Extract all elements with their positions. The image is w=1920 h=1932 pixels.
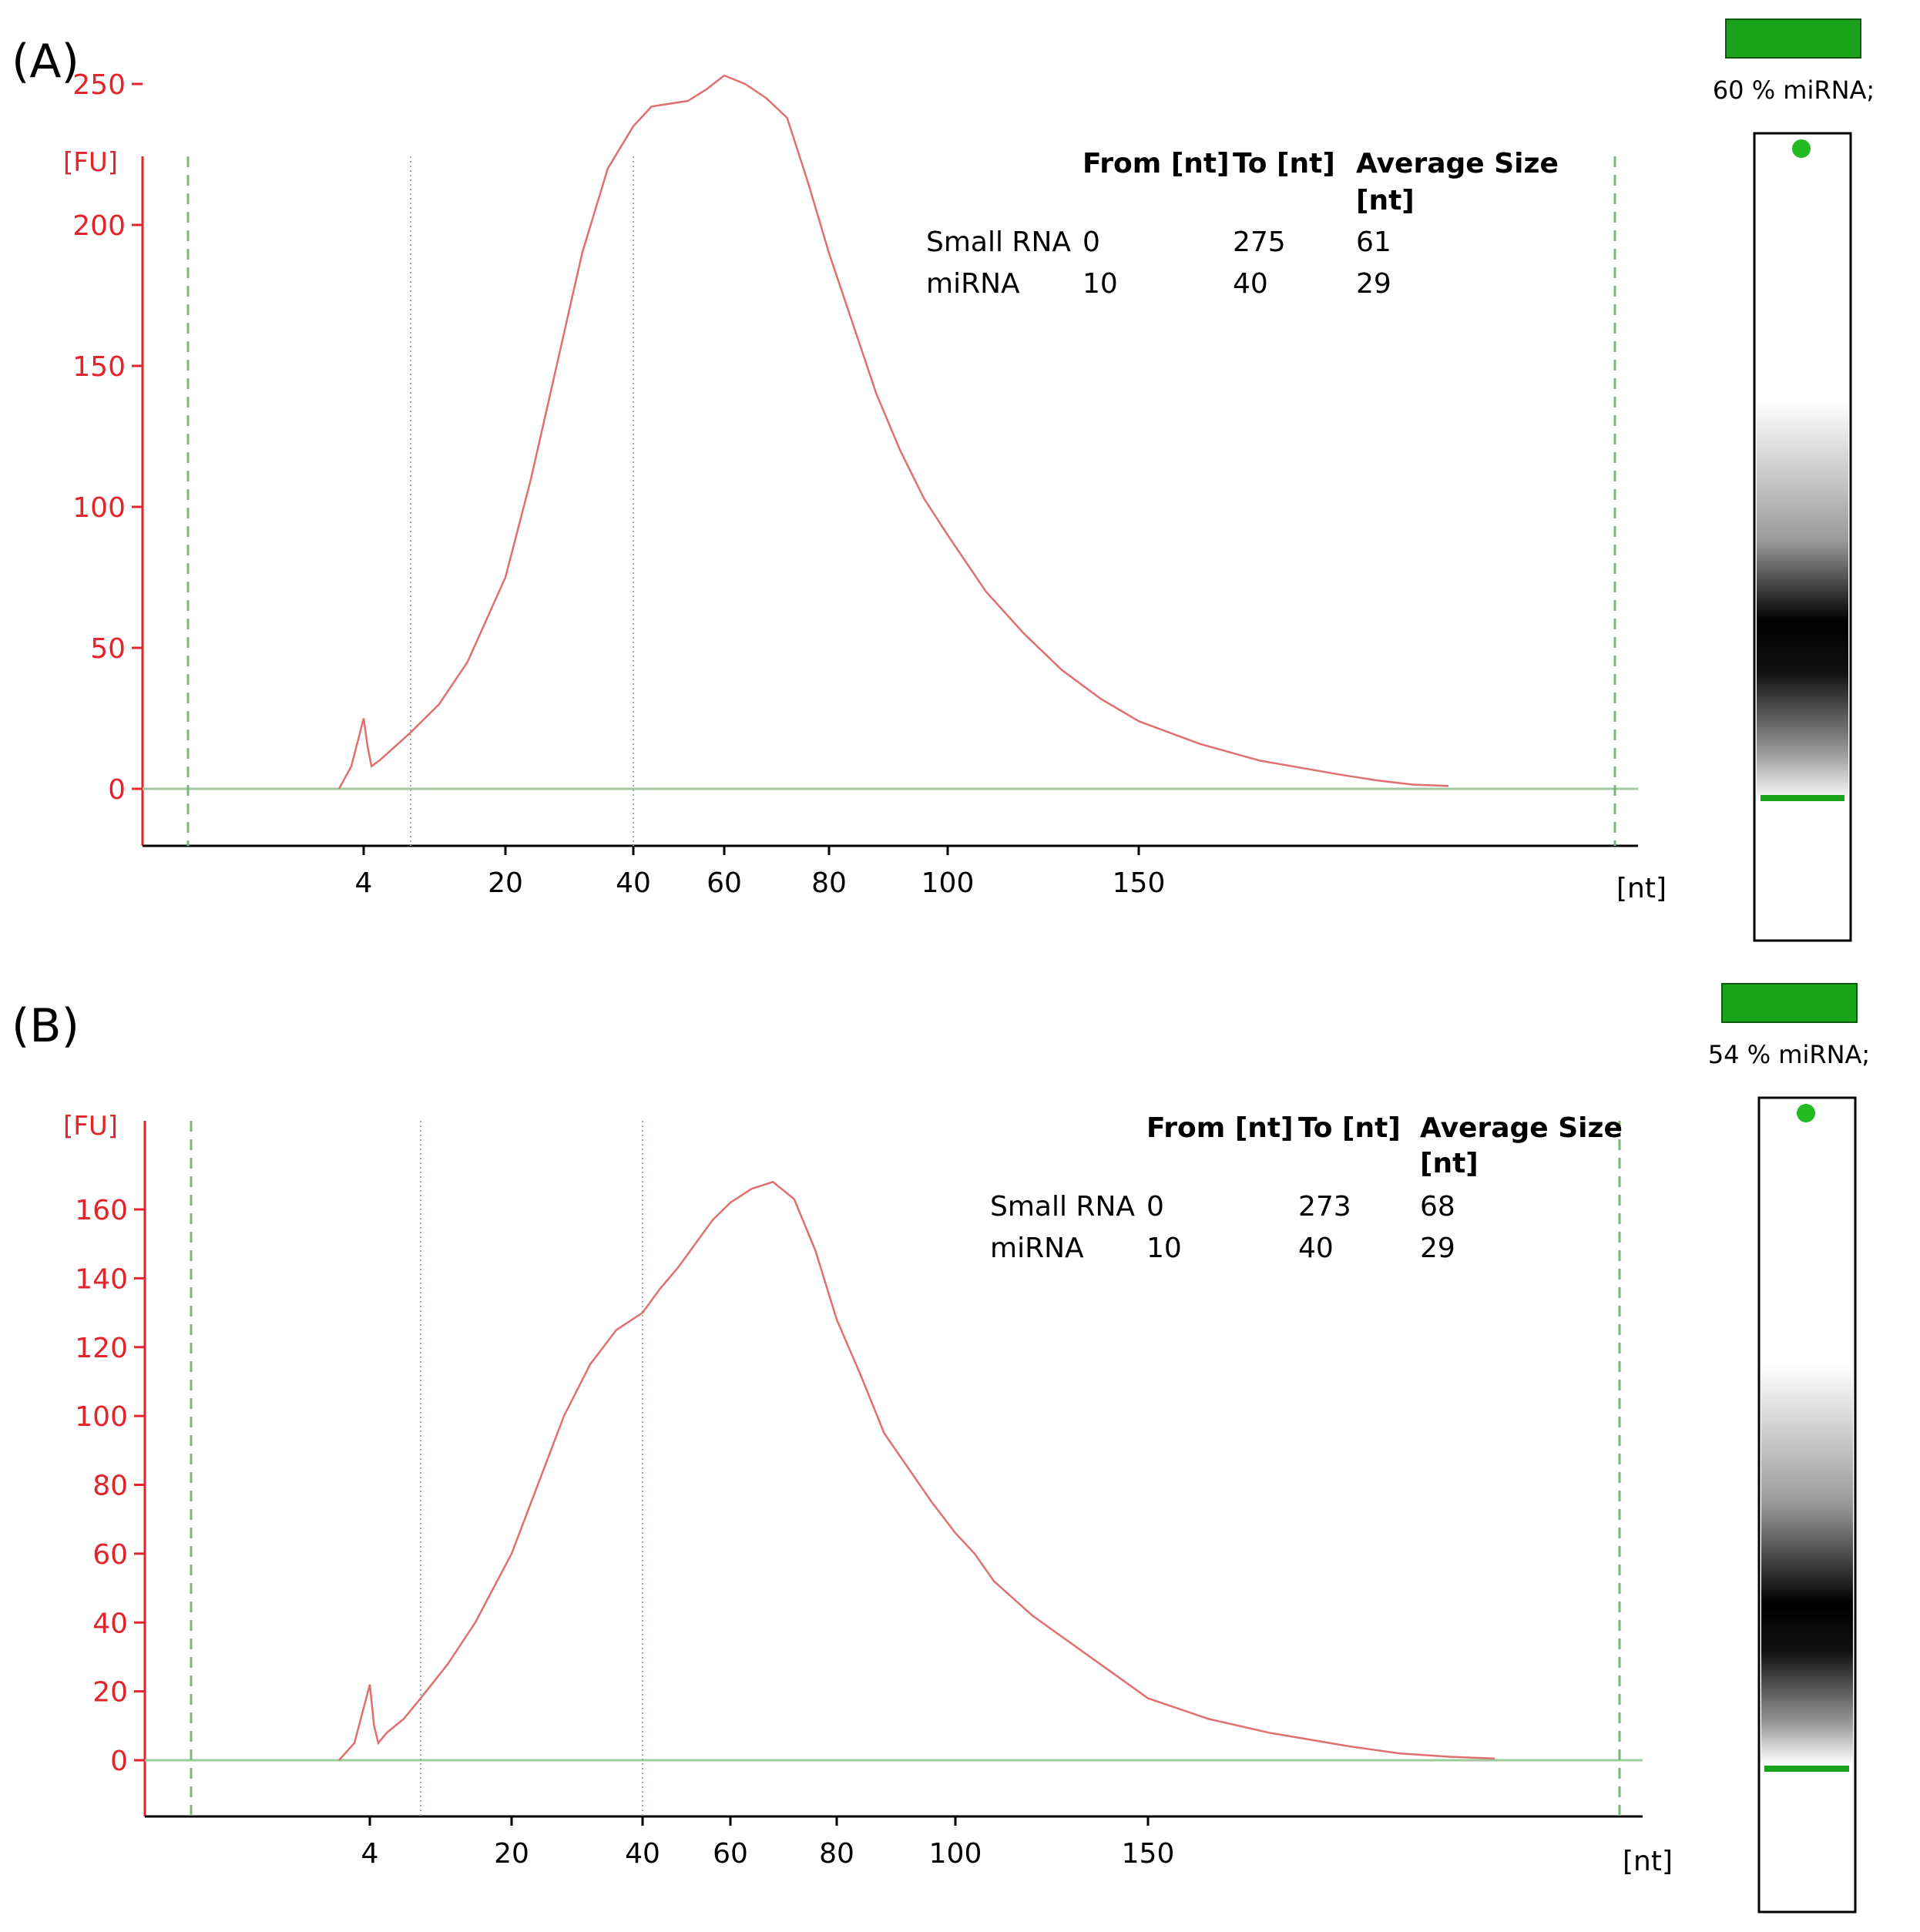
table-row-avg: 68 xyxy=(1420,1191,1455,1223)
table-row-name: Small RNA xyxy=(990,1191,1135,1223)
panel-a-gel-band xyxy=(1757,401,1848,801)
y-tick-label: 60 xyxy=(92,1539,128,1571)
table-row-avg: 61 xyxy=(1356,226,1391,258)
panel-a-label: (A) xyxy=(12,35,79,89)
y-tick-label: 200 xyxy=(72,210,126,242)
table-row-to: 40 xyxy=(1233,268,1268,300)
table-row-avg: 29 xyxy=(1356,268,1391,300)
table-row-name: miRNA xyxy=(990,1233,1084,1264)
table-row-to: 275 xyxy=(1233,226,1286,258)
x-tick-label: 20 xyxy=(488,867,523,899)
x-tick-label: 4 xyxy=(361,1838,379,1870)
y-tick-label: 160 xyxy=(75,1195,128,1226)
x-tick-label: 100 xyxy=(929,1838,982,1870)
table-header-from: From [nt] xyxy=(1146,1112,1294,1144)
y-tick-label: 100 xyxy=(75,1401,128,1433)
panel-b-results-table: From [nt] To [nt] Average Size [nt] Smal… xyxy=(990,1112,1623,1264)
y-tick-label: 250 xyxy=(72,69,126,101)
table-row-to: 40 xyxy=(1298,1233,1334,1264)
panel-a-percent-label: 60 % miRNA; xyxy=(1713,75,1875,105)
panel-a-trace xyxy=(337,74,1449,790)
x-tick-label: 20 xyxy=(494,1838,529,1870)
x-tick-label: 80 xyxy=(819,1838,854,1870)
panel-b-gel-band xyxy=(1761,1363,1853,1764)
y-tick-label: 50 xyxy=(90,633,126,665)
table-header-average-size: Average Size xyxy=(1420,1112,1623,1144)
table-row-from: 10 xyxy=(1146,1233,1182,1264)
table-header-average-size-unit: [nt] xyxy=(1420,1148,1479,1179)
table-header-average-size-unit: [nt] xyxy=(1356,185,1415,216)
panel-a-x-axis-unit: [nt] xyxy=(1616,873,1667,904)
table-row-from: 0 xyxy=(1146,1191,1164,1223)
table-row-name: miRNA xyxy=(926,268,1020,300)
y-tick-label: 40 xyxy=(92,1608,128,1639)
y-tick-label: 20 xyxy=(92,1677,128,1709)
x-tick-label: 100 xyxy=(921,867,975,899)
x-tick-label: 80 xyxy=(811,867,847,899)
y-tick-label: 0 xyxy=(108,774,126,806)
panel-a-gel-lane: 60 % miRNA; xyxy=(1713,18,1875,942)
panel-b-label: (B) xyxy=(12,999,79,1053)
x-tick-label: 40 xyxy=(625,1838,660,1870)
panel-b-gel-lane: 54 % miRNA; xyxy=(1708,983,1870,1914)
table-header-average-size: Average Size xyxy=(1356,148,1559,179)
panel-a-y-axis-label: [FU] xyxy=(63,147,118,178)
y-tick-label: 0 xyxy=(110,1746,128,1777)
x-tick-label: 60 xyxy=(713,1838,748,1870)
x-tick-label: 40 xyxy=(616,867,651,899)
panel-a-results-table: From [nt] To [nt] Average Size [nt] Smal… xyxy=(926,148,1559,300)
table-row-to: 273 xyxy=(1298,1191,1351,1223)
y-tick-label: 120 xyxy=(75,1333,128,1364)
panel-a-upper-marker-dot xyxy=(1792,139,1811,158)
panel-b-x-axis-unit: [nt] xyxy=(1623,1846,1673,1877)
y-tick-label: 140 xyxy=(75,1263,128,1295)
table-row-from: 10 xyxy=(1083,268,1118,300)
panel-b-y-axis-label: [FU] xyxy=(63,1111,118,1142)
y-tick-label: 150 xyxy=(72,351,126,383)
table-header-to: To [nt] xyxy=(1298,1112,1401,1144)
panel-a-x-ticks: 4 20 40 60 80 100 150 xyxy=(355,846,1166,899)
panel-a-y-ticks: 0 50 100 150 200 250 xyxy=(72,69,143,806)
panel-b-x-ticks: 4 20 40 60 80 100 150 xyxy=(361,1816,1175,1870)
panel-b-trace xyxy=(338,1180,1495,1761)
x-tick-label: 4 xyxy=(355,867,373,899)
x-tick-label: 150 xyxy=(1113,867,1166,899)
table-header-from: From [nt] xyxy=(1083,148,1230,179)
panel-b-percent-bar xyxy=(1721,983,1858,1023)
panel-b-upper-marker-dot xyxy=(1797,1104,1815,1122)
panel-a-percent-bar xyxy=(1725,18,1861,59)
table-row-from: 0 xyxy=(1083,226,1100,258)
y-tick-label: 100 xyxy=(72,492,126,524)
x-tick-label: 150 xyxy=(1122,1838,1175,1870)
table-row-name: Small RNA xyxy=(926,226,1071,258)
y-tick-label: 80 xyxy=(92,1471,128,1502)
panel-b-percent-label: 54 % miRNA; xyxy=(1708,1040,1870,1069)
x-tick-label: 60 xyxy=(707,867,742,899)
table-header-to: To [nt] xyxy=(1233,148,1335,179)
panel-b-y-ticks: 0 20 40 60 80 100 120 140 160 xyxy=(75,1195,145,1777)
table-row-avg: 29 xyxy=(1420,1233,1455,1264)
